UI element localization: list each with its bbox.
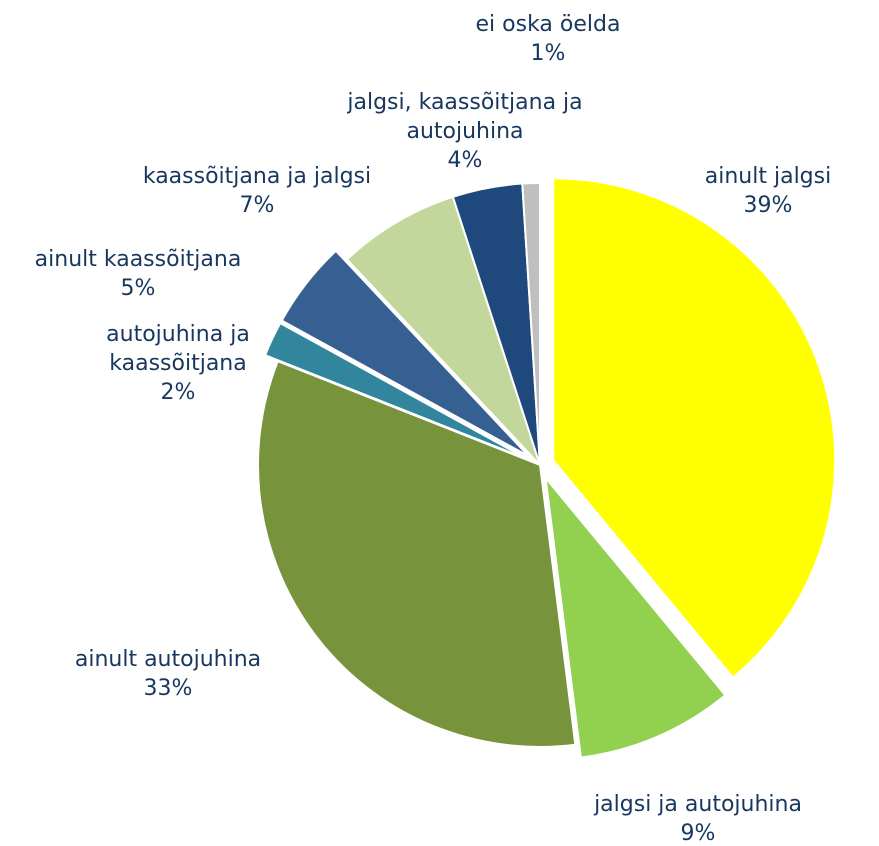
pie-slice [552, 177, 837, 679]
pie-slice [263, 321, 528, 460]
slice-label: jalgsi, kaassõitjana ja autojuhina 4% [315, 88, 615, 175]
category-label: ainult jalgsi [704, 164, 832, 189]
slice-label: ainult autojuhina 33% [28, 645, 308, 703]
category-label: ainult autojuhina [74, 647, 262, 672]
category-label: ainult kaassõitjana [34, 247, 242, 272]
pie-slice [257, 359, 577, 748]
pie-slice [544, 474, 727, 759]
slice-label: ainult jalgsi 39% [668, 162, 868, 220]
value-label: 4% [447, 148, 483, 173]
slice-label: kaassõitjana ja jalgsi 7% [107, 162, 407, 220]
slice-label: jalgsi ja autojuhina 9% [548, 790, 848, 846]
slice-label: autojuhina ja kaassõitjana 2% [78, 320, 278, 407]
category-label: ei oska öelda [475, 12, 621, 37]
category-label: autojuhina ja kaassõitjana [106, 322, 250, 376]
category-label: kaassõitjana ja jalgsi [142, 164, 372, 189]
category-label: jalgsi, kaassõitjana ja autojuhina [347, 90, 583, 144]
value-label: 39% [743, 193, 793, 218]
category-label: jalgsi ja autojuhina [594, 792, 802, 817]
pie-slice [521, 181, 541, 466]
value-label: 33% [143, 676, 193, 701]
pie-slice [280, 249, 530, 458]
value-label: 2% [160, 380, 196, 405]
value-label: 7% [239, 193, 275, 218]
value-label: 9% [680, 821, 716, 846]
value-label: 1% [530, 41, 566, 66]
value-label: 5% [120, 276, 156, 301]
pie-slice [345, 195, 541, 466]
slice-label: ainult kaassõitjana 5% [0, 245, 278, 303]
slice-label: ei oska öelda 1% [428, 10, 668, 68]
